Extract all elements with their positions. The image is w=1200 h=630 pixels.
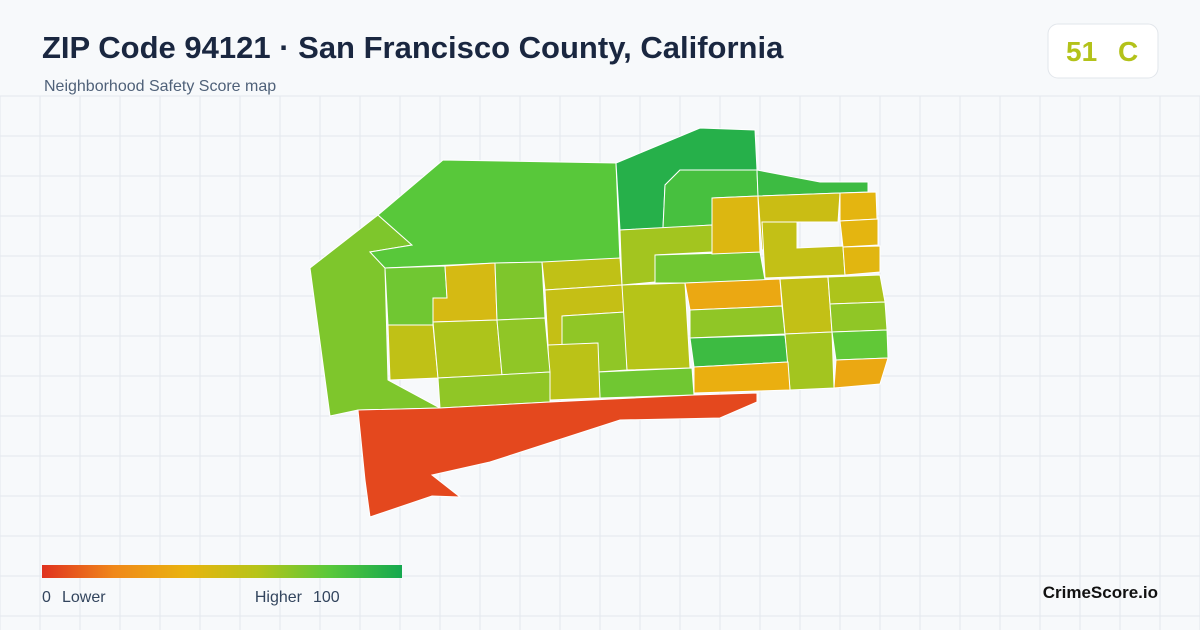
neighborhood-area: [684, 278, 783, 311]
neighborhood-area: [654, 251, 766, 284]
neighborhood-area: [839, 218, 879, 248]
subtitle: Neighborhood Safety Score map: [44, 78, 276, 95]
neighborhood-area: [784, 331, 835, 391]
neighborhood-area: [432, 319, 503, 379]
neighborhood-area: [761, 221, 846, 279]
title: ZIP Code 94121 · San Francisco County, C…: [42, 30, 784, 65]
neighborhood-area: [756, 169, 869, 197]
neighborhood-area: [357, 392, 758, 518]
legend-bar: [42, 565, 402, 578]
legend-min-label: Lower: [62, 589, 106, 606]
neighborhood-area: [839, 191, 878, 222]
neighborhood-area: [833, 357, 889, 389]
score-badge: [1047, 23, 1159, 79]
neighborhood-area: [689, 334, 789, 368]
neighborhood-area: [842, 245, 881, 276]
neighborhood-area: [547, 342, 601, 401]
neighborhood-area: [541, 257, 623, 291]
legend-max: 100: [313, 589, 340, 606]
legend-min: 0: [42, 589, 51, 606]
neighborhood-area: [829, 301, 888, 333]
map: [309, 127, 889, 518]
neighborhood-area: [494, 261, 546, 321]
neighborhood-area: [711, 195, 761, 255]
neighborhood-area: [597, 367, 695, 399]
neighborhood-area: [693, 361, 791, 394]
neighborhood-area: [827, 274, 886, 305]
neighborhood-area: [689, 305, 786, 339]
neighborhood-area: [621, 282, 691, 371]
legend-max-label: Higher: [255, 589, 303, 606]
score-grade: C: [1118, 36, 1138, 67]
neighborhood-area: [496, 317, 551, 376]
score-value: 51: [1066, 36, 1097, 67]
neighborhood-area: [779, 276, 833, 335]
neighborhood-area: [387, 324, 439, 381]
neighborhood-area: [831, 329, 889, 361]
brand: CrimeScore.io: [1043, 583, 1158, 602]
